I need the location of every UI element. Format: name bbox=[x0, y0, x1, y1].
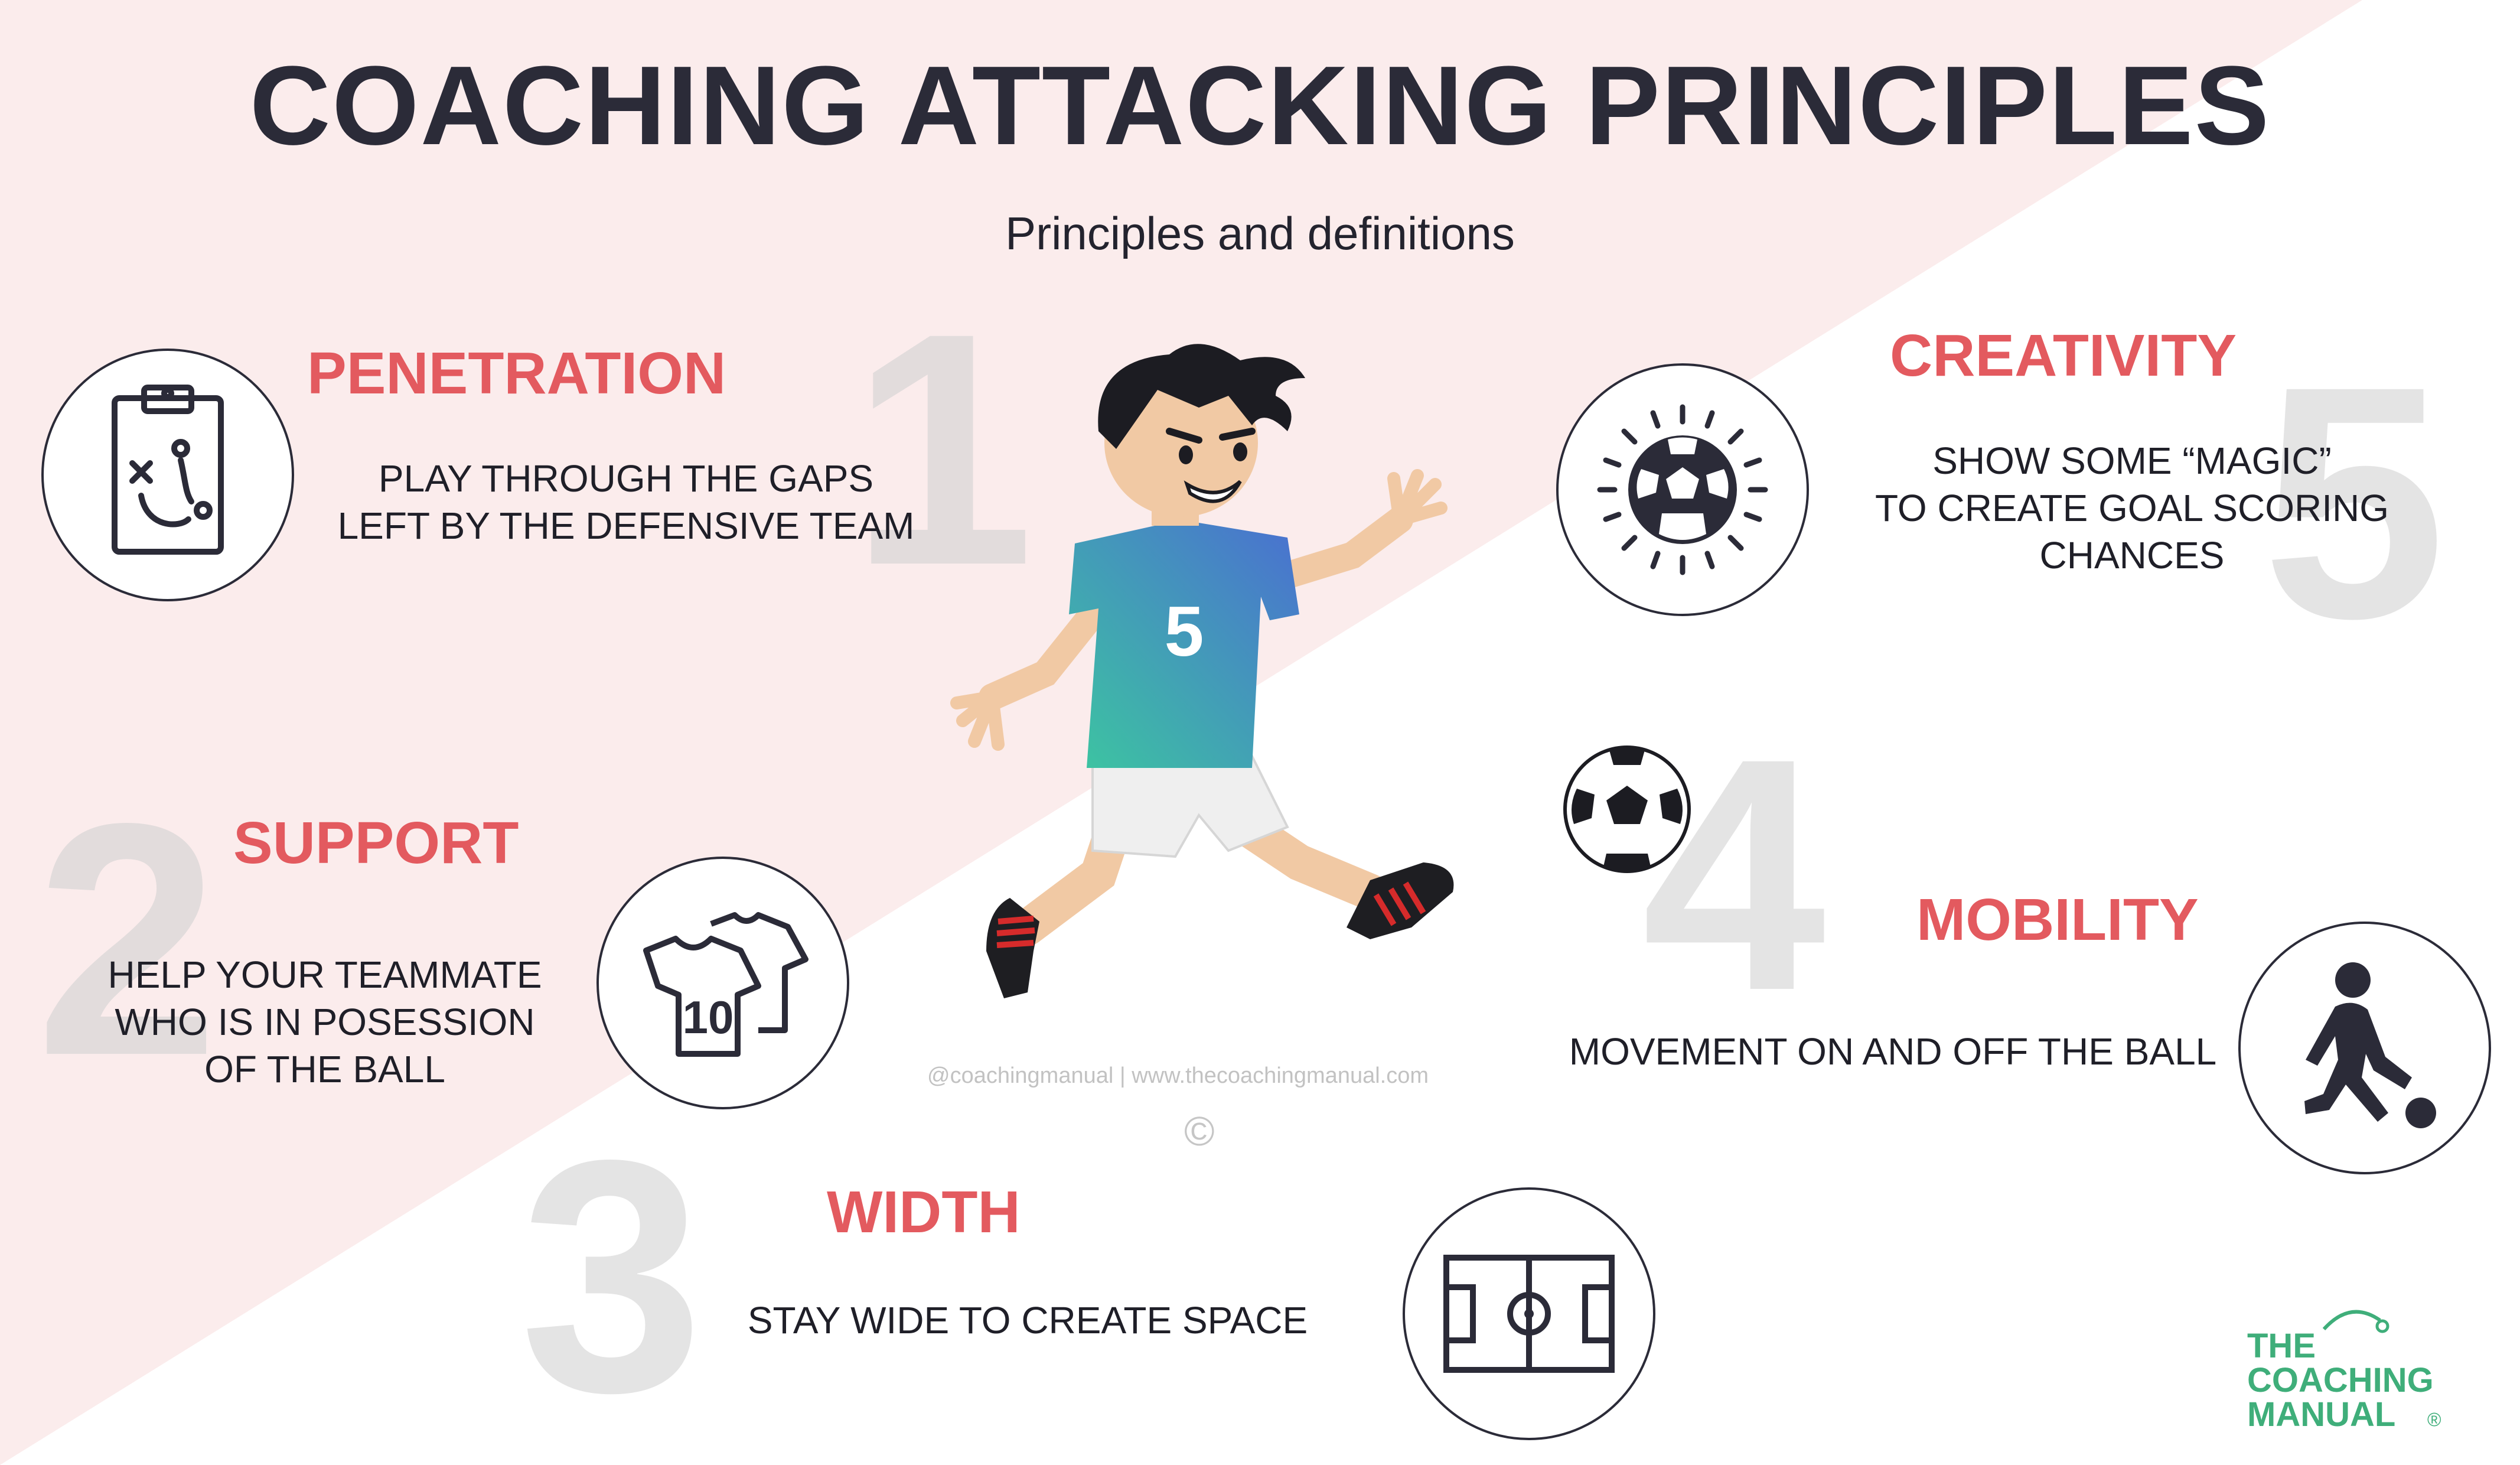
big-number-3: 3 bbox=[520, 1091, 704, 1461]
page-subtitle: Principles and definitions bbox=[1005, 207, 1515, 259]
logo-line-1: THE bbox=[2247, 1327, 2316, 1365]
shirts-icon: 10 bbox=[643, 912, 809, 1057]
support-line-3: OF THE BALL bbox=[204, 1048, 445, 1090]
coaching-manual-logo: THE COACHING MANUAL bbox=[2247, 1329, 2434, 1432]
logo-arc-icon bbox=[2322, 1310, 2389, 1333]
mobility-line-1: MOVEMENT ON AND OFF THE BALL bbox=[1569, 1030, 2217, 1073]
registered-mark: ® bbox=[2427, 1409, 2441, 1430]
player-eyebrows bbox=[1166, 428, 1256, 444]
football-icon bbox=[1563, 745, 1691, 873]
shining-ball-icon bbox=[1597, 404, 1768, 575]
penetration-line-1: PLAY THROUGH THE GAPS bbox=[378, 457, 874, 500]
player-left-hand bbox=[950, 691, 1005, 751]
player-right-hand bbox=[1387, 469, 1448, 526]
penetration-line-2: LEFT BY THE DEFENSIVE TEAM bbox=[337, 504, 915, 547]
logo-line-2: COACHING bbox=[2247, 1361, 2434, 1399]
support-line-2: WHO IS IN POSESSION bbox=[115, 1001, 535, 1043]
player-right-arm bbox=[1262, 506, 1413, 592]
creativity-icon-circle bbox=[1556, 363, 1809, 616]
player-eye-left bbox=[1179, 445, 1193, 464]
creativity-line-2: TO CREATE GOAL SCORING bbox=[1874, 487, 2389, 529]
support-icon-circle: 10 bbox=[596, 857, 849, 1109]
width-description: STAY WIDE TO CREATE SPACE bbox=[738, 1297, 1317, 1344]
player-mouth bbox=[1184, 480, 1242, 503]
player-hair bbox=[1098, 344, 1305, 449]
player-illustration: 5 bbox=[950, 344, 1454, 998]
width-heading: WIDTH bbox=[827, 1179, 1021, 1245]
player-shorts bbox=[1091, 755, 1289, 858]
creativity-line-1: SHOW SOME “MAGIC” bbox=[1932, 440, 2332, 482]
player-eye-right bbox=[1233, 442, 1247, 461]
big-number-5: 5 bbox=[2262, 317, 2446, 687]
mobility-description: MOVEMENT ON AND OFF THE BALL bbox=[1559, 1028, 2226, 1075]
support-shirt-number: 10 bbox=[683, 991, 734, 1043]
player-left-arm bbox=[979, 601, 1106, 711]
player-jersey-number: 5 bbox=[1165, 592, 1204, 671]
social-credit: @coachingmanual | www.thecoachingmanual.… bbox=[927, 1063, 1429, 1088]
player-front-boot-stripes bbox=[1373, 881, 1426, 926]
clipboard-tactics-icon bbox=[112, 385, 224, 555]
page-title: COACHING ATTACKING PRINCIPLES bbox=[249, 43, 2271, 168]
creativity-description: SHOW SOME “MAGIC” TO CREATE GOAL SCORING… bbox=[1837, 437, 2427, 579]
penetration-heading: PENETRATION bbox=[307, 340, 726, 406]
penetration-description: PLAY THROUGH THE GAPS LEFT BY THE DEFENS… bbox=[331, 455, 921, 549]
big-number-1: 1 bbox=[850, 264, 1035, 634]
big-number-2: 2 bbox=[35, 754, 220, 1124]
player-kicking-icon bbox=[2304, 962, 2436, 1128]
width-icon-circle bbox=[1403, 1187, 1655, 1440]
player-back-boot-stripes bbox=[996, 916, 1035, 948]
pitch-icon bbox=[1443, 1255, 1615, 1373]
big-number-4: 4 bbox=[1642, 689, 1826, 1059]
player-shirt bbox=[1069, 520, 1299, 768]
width-line-1: STAY WIDE TO CREATE SPACE bbox=[747, 1299, 1308, 1342]
support-line-1: HELP YOUR TEAMMATE bbox=[107, 953, 542, 996]
support-description: HELP YOUR TEAMMATE WHO IS IN POSESSION O… bbox=[89, 951, 561, 1093]
logo-line-3: MANUAL bbox=[2247, 1395, 2396, 1434]
copyright-symbol: © bbox=[1184, 1108, 1215, 1154]
creativity-line-3: CHANCES bbox=[2039, 534, 2225, 577]
support-heading: SUPPORT bbox=[233, 810, 519, 876]
penetration-icon-circle bbox=[41, 349, 294, 601]
mobility-icon-circle bbox=[2238, 922, 2491, 1174]
mobility-heading: MOBILITY bbox=[1916, 887, 2199, 953]
creativity-heading: CREATIVITY bbox=[1890, 323, 2237, 389]
